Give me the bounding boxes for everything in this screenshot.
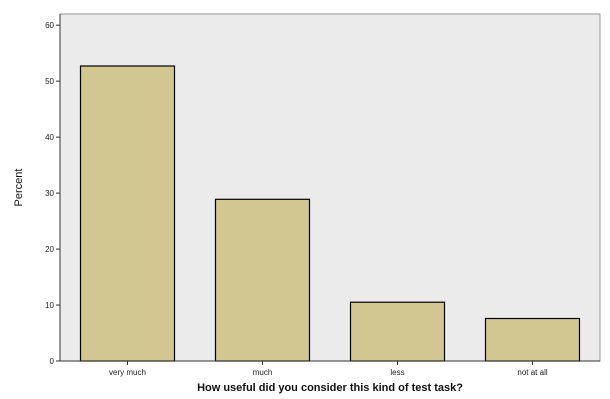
x-axis-title: How useful did you consider this kind of… [197, 382, 463, 394]
x-tick-label-not-at-all: not at all [517, 368, 547, 377]
x-tick-label-much: much [253, 368, 273, 377]
x-tick-label-very-much: very much [109, 368, 146, 377]
y-tick-label-20: 20 [45, 245, 54, 254]
y-tick-label-0: 0 [50, 357, 55, 366]
y-tick-label-30: 30 [45, 189, 54, 198]
bar-less [349, 301, 446, 362]
x-tick-label-less: less [390, 368, 404, 377]
y-tick-label-50: 50 [45, 77, 54, 86]
y-axis-title: Percent [13, 169, 25, 207]
y-axis: 0 10 20 30 40 50 60 [45, 14, 61, 366]
y-tick-label-60: 60 [45, 21, 54, 30]
bar-not-at-all [484, 317, 581, 362]
bars-group [79, 65, 581, 362]
bar-very-much [79, 65, 176, 362]
y-tick-label-10: 10 [45, 301, 54, 310]
bar-much [214, 198, 311, 362]
y-tick-label-40: 40 [45, 133, 54, 142]
x-axis: very much much less not at all [60, 360, 600, 377]
